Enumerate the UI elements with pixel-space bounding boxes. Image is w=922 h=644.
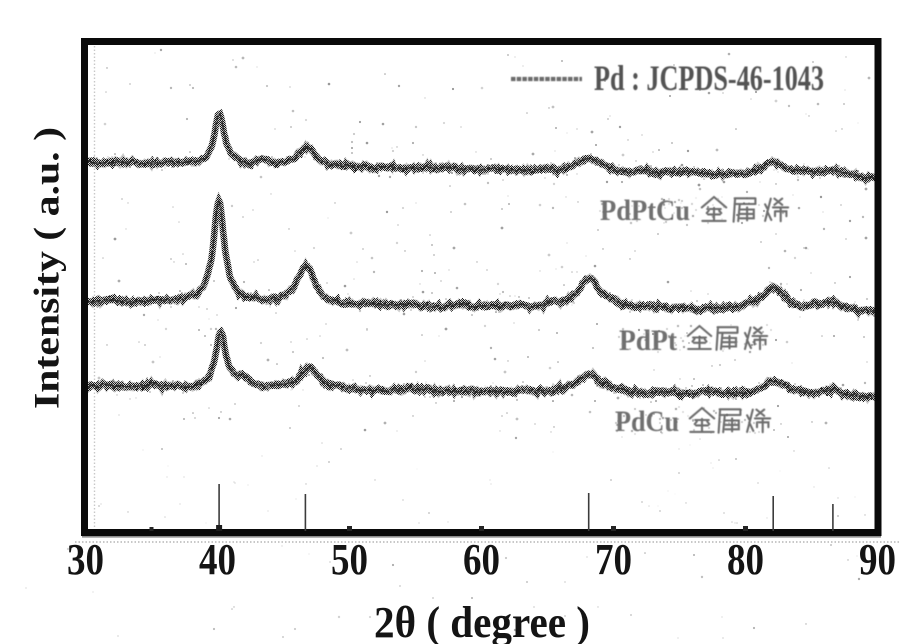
svg-text:80: 80 (727, 535, 764, 584)
svg-text:Pd : JCPDS-46-1043: Pd : JCPDS-46-1043 (594, 58, 824, 98)
svg-text:50: 50 (331, 535, 368, 584)
svg-text:70: 70 (595, 535, 632, 584)
svg-text:40: 40 (199, 535, 236, 584)
svg-text:PdPt: PdPt (619, 324, 677, 357)
svg-text:Intensity ( a.u. ): Intensity ( a.u. ) (27, 127, 67, 409)
svg-text:2θ ( degree ): 2θ ( degree ) (374, 598, 590, 644)
svg-text:30: 30 (67, 535, 104, 584)
svg-text:60: 60 (463, 535, 500, 584)
svg-text:90: 90 (859, 535, 896, 584)
svg-text:PdCu: PdCu (615, 405, 679, 438)
svg-text:PdPtCu: PdPtCu (600, 194, 690, 227)
